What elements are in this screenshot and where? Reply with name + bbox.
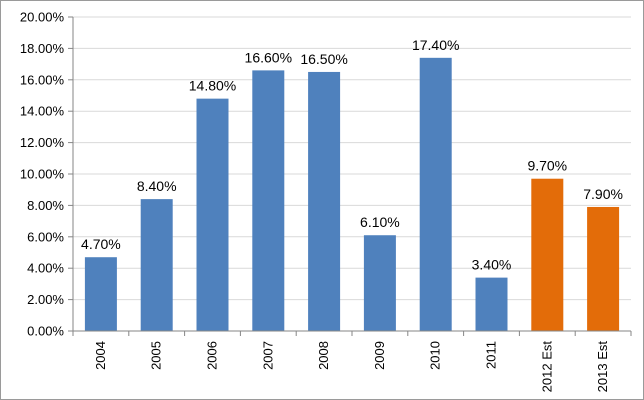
axes: [68, 16, 632, 336]
data-label: 8.40%: [137, 178, 177, 194]
y-tick-label: 4.00%: [27, 261, 64, 276]
bar-2010[interactable]: [419, 57, 452, 331]
bar-2013-est[interactable]: [587, 206, 620, 331]
x-tick-label: 2009: [372, 341, 387, 370]
y-tick-label: 6.00%: [27, 229, 64, 244]
bar-2006[interactable]: [196, 98, 229, 331]
y-tick-label: 20.00%: [20, 10, 65, 25]
data-labels: 4.70% 8.40% 14.80% 16.60% 16.50% 6.10% 17.40% 3…: [81, 37, 623, 273]
bars: [84, 57, 620, 331]
bar-2005[interactable]: [140, 199, 173, 331]
x-tick-label: 2012 Est: [539, 341, 554, 393]
x-tick-label: 2013 Est: [595, 341, 610, 393]
data-label: 16.50%: [300, 51, 347, 67]
x-tick-labels: 2004 2005 2006 2007 2008 2009 2010 2011 2012 Est…: [93, 341, 610, 393]
x-tick-label: 2011: [484, 341, 499, 369]
x-tick-label: 2007: [260, 341, 275, 370]
data-label: 7.90%: [583, 186, 623, 202]
bar-2009[interactable]: [363, 235, 396, 331]
data-label: 6.10%: [360, 214, 400, 230]
data-label: 4.70%: [81, 236, 121, 252]
y-tick-label: 8.00%: [27, 198, 64, 213]
y-tick-labels: 0.00% 2.00% 4.00% 6.00% 8.00% 10.00% 12.00% 14.…: [20, 10, 65, 339]
y-tick-label: 0.00%: [27, 324, 64, 339]
data-label: 9.70%: [527, 158, 567, 174]
y-tick-label: 14.00%: [20, 104, 65, 119]
x-tick-label: 2006: [205, 341, 220, 370]
y-tick-label: 2.00%: [27, 292, 64, 307]
data-label: 17.40%: [412, 37, 459, 53]
bar-2012-est[interactable]: [531, 178, 564, 331]
y-tick-label: 10.00%: [20, 167, 65, 182]
y-tick-label: 12.00%: [20, 135, 65, 150]
x-tick-label: 2010: [428, 341, 443, 370]
bar-2007[interactable]: [252, 70, 285, 331]
y-tick-label: 16.00%: [20, 72, 65, 87]
data-label: 3.40%: [472, 257, 512, 273]
x-tick-label: 2004: [93, 341, 108, 370]
bar-2011[interactable]: [475, 277, 508, 331]
x-tick-label: 2008: [316, 341, 331, 370]
bar-2008[interactable]: [308, 71, 341, 331]
x-tick-label: 2005: [149, 341, 164, 370]
bar-2004[interactable]: [84, 257, 117, 331]
y-tick-label: 18.00%: [20, 41, 65, 56]
data-label: 14.80%: [189, 78, 236, 94]
data-label: 16.60%: [245, 49, 292, 65]
